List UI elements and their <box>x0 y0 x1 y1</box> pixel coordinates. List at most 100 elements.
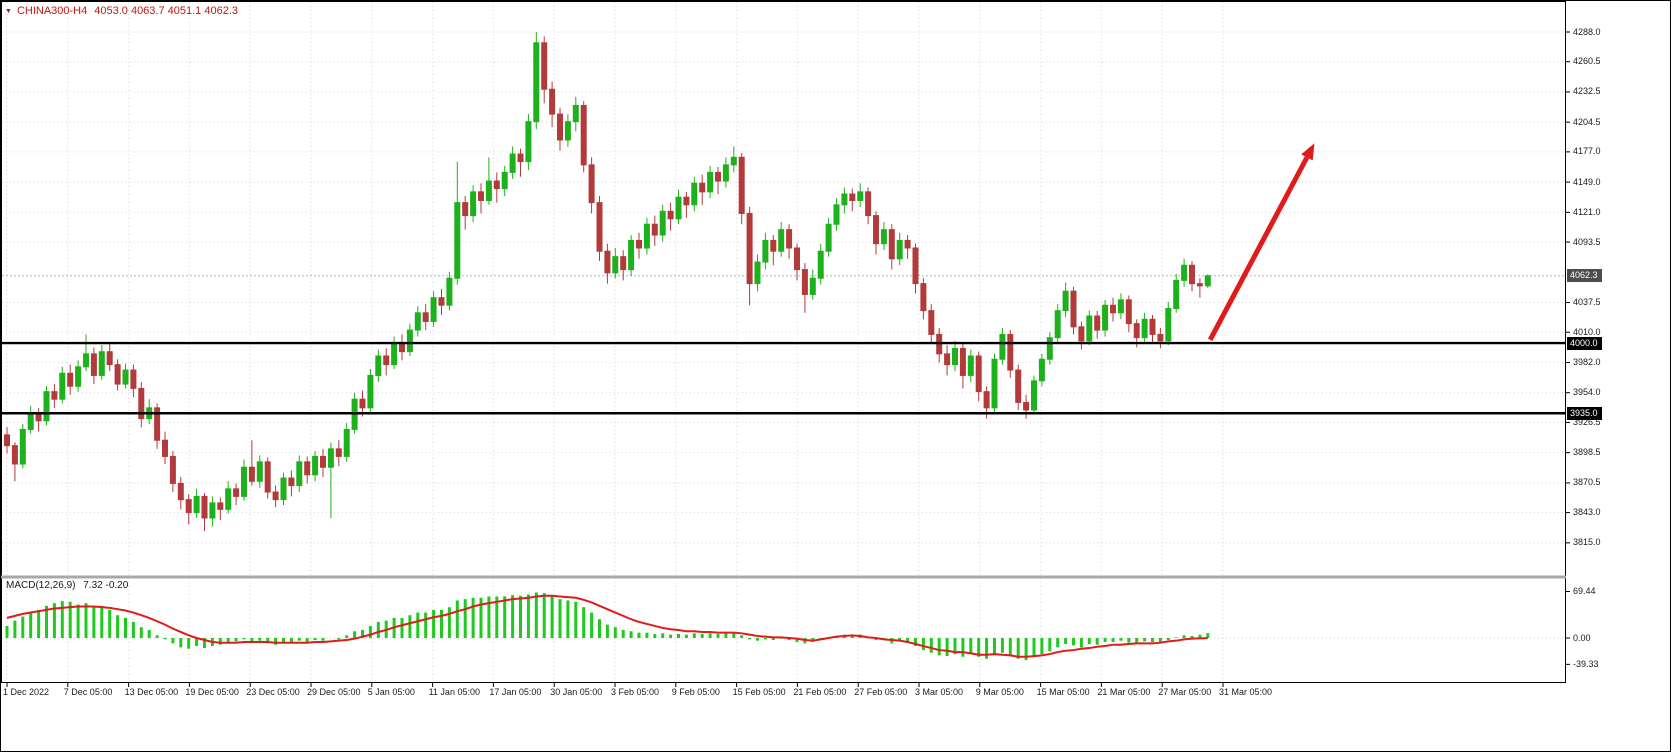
candle-body <box>746 212 753 285</box>
candle-body <box>604 250 611 274</box>
candle-body <box>1078 326 1085 342</box>
candle-body <box>454 202 461 279</box>
candle-body <box>304 461 311 476</box>
candle-body <box>320 455 326 468</box>
candle-body <box>841 193 848 206</box>
candle-body <box>801 269 808 295</box>
trend-arrow[interactable] <box>1207 156 1310 341</box>
candle-body <box>406 329 413 353</box>
candle-body <box>256 461 263 482</box>
candle-body <box>106 351 113 366</box>
candle-body <box>114 364 121 385</box>
candle-body <box>169 455 176 484</box>
candle-body <box>809 277 816 295</box>
candle-body <box>272 491 279 501</box>
candle-body <box>485 180 492 201</box>
candle-body <box>1038 358 1045 382</box>
candle-body <box>130 369 137 389</box>
candle-body <box>675 196 682 220</box>
symbol-name: CHINA300-H4 <box>16 5 88 17</box>
candle-body <box>1133 323 1140 339</box>
candle-body <box>991 358 998 409</box>
candle-body <box>952 347 958 366</box>
candle-body <box>414 312 421 331</box>
candle-body <box>612 256 619 274</box>
candle-body <box>920 283 927 312</box>
candle-body <box>849 193 856 201</box>
candle-body <box>27 412 34 430</box>
candle-body <box>154 407 161 441</box>
candle-body <box>1070 290 1077 328</box>
candle-body <box>1007 333 1014 371</box>
candle-body <box>248 466 255 482</box>
candle-body <box>1046 337 1053 360</box>
candle-body <box>1031 380 1037 411</box>
macd-title-text: MACD(12,26,9) <box>6 580 76 591</box>
candle-body <box>335 448 342 457</box>
candle-body <box>888 229 895 260</box>
candle-body <box>825 223 832 252</box>
candle-body <box>280 477 287 501</box>
candle-body <box>1094 315 1101 331</box>
candle-body <box>778 229 785 252</box>
candle-body <box>904 239 911 249</box>
candle-body <box>628 239 635 271</box>
candle-body <box>636 239 642 249</box>
ohlc-values: 4053.0 4063.7 4051.1 4062.3 <box>94 5 238 17</box>
candle-body <box>659 210 666 236</box>
candle-body <box>478 191 484 201</box>
candle-body <box>4 434 10 447</box>
candle-body <box>928 310 935 335</box>
candle-body <box>51 391 58 400</box>
candle-body <box>1015 369 1022 403</box>
candle-body <box>517 153 524 163</box>
candle-body <box>1173 279 1180 309</box>
candle-body <box>501 171 508 190</box>
candle-body <box>707 171 714 193</box>
candle-body <box>327 448 334 468</box>
candle-body <box>730 156 737 166</box>
candle-body <box>754 261 761 285</box>
candle-body <box>430 297 437 322</box>
candle-body <box>391 342 398 366</box>
candle-body <box>944 353 951 366</box>
candle-body <box>983 391 990 409</box>
candle-body <box>1141 318 1148 339</box>
candle-body <box>162 439 168 457</box>
candle-body <box>288 477 295 487</box>
candle-body <box>1181 264 1188 281</box>
candle-body <box>770 239 777 252</box>
candle-body <box>83 353 89 368</box>
candle-body <box>383 355 390 366</box>
candle-body <box>241 466 247 497</box>
candle-body <box>422 312 429 322</box>
candle-body <box>699 182 706 193</box>
trend-arrow-head[interactable] <box>1301 143 1315 161</box>
candle-body <box>201 495 208 519</box>
candle-body <box>975 355 982 393</box>
candle-body <box>564 121 571 141</box>
candle-body <box>572 104 579 123</box>
candle-body <box>98 351 105 376</box>
candle-body <box>786 229 793 249</box>
candle-body <box>525 121 532 163</box>
candle-body <box>1196 283 1203 287</box>
candle-body <box>177 482 184 501</box>
candle-body <box>1157 333 1164 342</box>
candle-body <box>880 229 887 245</box>
symbol-ohlc-label: ▼ CHINA300-H4 4053.0 4063.7 4051.1 4062.… <box>5 5 238 17</box>
macd-signal-line <box>6 594 1208 658</box>
candle-body <box>620 256 627 271</box>
candle-body <box>1102 304 1109 331</box>
candle-body <box>399 342 405 353</box>
candle-body <box>896 239 903 260</box>
candle-body <box>43 391 50 422</box>
candle-body <box>762 239 769 263</box>
dropdown-arrow-icon[interactable]: ▼ <box>5 7 12 15</box>
chart-frame <box>1 1 1566 683</box>
candle-body <box>359 398 366 409</box>
candle-body <box>1023 401 1030 411</box>
candle-body <box>588 164 595 204</box>
